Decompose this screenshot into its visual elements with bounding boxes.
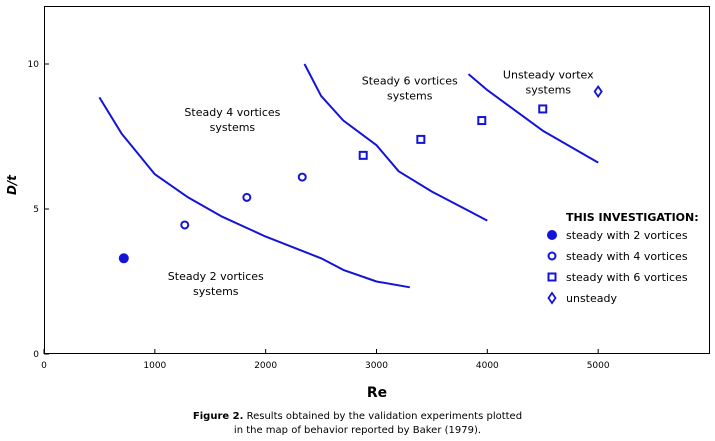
legend-marker: [547, 251, 557, 261]
data-point: [180, 220, 190, 230]
caption-line1: Results obtained by the validation exper…: [243, 411, 523, 422]
x-tick-label: 5000: [587, 361, 610, 371]
region-label-line: Steady 2 vortices: [168, 270, 264, 283]
boundary-6-unsteady-line: [467, 73, 599, 164]
x-tick-label: 4000: [476, 361, 499, 371]
legend-entry: steady with 6 vortices: [566, 271, 688, 284]
region-label-line: Steady 4 vortices: [184, 106, 280, 119]
region-label-line: systems: [210, 121, 256, 134]
legend-marker: [547, 272, 557, 282]
region-label-line: systems: [526, 84, 572, 97]
region-label-line: systems: [387, 89, 433, 102]
region-label: Steady 4 vortices systems: [184, 106, 280, 134]
region-label-line: Unsteady vortex: [503, 69, 594, 82]
y-tick-label: 5: [33, 205, 39, 215]
data-point: [538, 104, 548, 114]
legend-marker: [547, 291, 557, 305]
x-tick-label: 0: [41, 361, 47, 371]
data-point: [593, 84, 603, 99]
region-label: Unsteady vortex systems: [503, 69, 594, 97]
data-point: [242, 192, 252, 202]
legend-entry: steady with 4 vortices: [566, 250, 688, 263]
x-tick-label: 3000: [365, 361, 388, 371]
y-tick-label: 10: [28, 60, 40, 70]
y-tick-label: 0: [33, 350, 39, 360]
x-tick-label: 1000: [143, 361, 166, 371]
y-axis-label: D/t: [5, 174, 19, 195]
data-point: [358, 150, 368, 160]
x-tick-label: 2000: [254, 361, 277, 371]
legend-entry: unsteady: [566, 292, 617, 305]
data-point: [118, 253, 129, 264]
region-label-line: Steady 6 vortices: [362, 74, 458, 87]
data-point: [477, 116, 487, 126]
caption-line2: in the map of behavior reported by Baker…: [233, 425, 482, 436]
figure-caption: Figure 2. Results obtained by the valida…: [0, 410, 715, 438]
legend-marker: [547, 230, 557, 240]
x-axis-label: Re: [367, 385, 387, 401]
data-point: [416, 134, 426, 144]
legend-entry: steady with 2 vortices: [566, 229, 688, 242]
caption-label: Figure 2.: [192, 411, 244, 422]
data-point: [297, 172, 307, 182]
legend-title: THIS INVESTIGATION:: [566, 211, 699, 224]
region-label-line: systems: [193, 285, 239, 298]
boundary-2-4-line: [98, 96, 410, 289]
region-label: Steady 2 vortices systems: [168, 270, 264, 298]
region-label: Steady 6 vortices systems: [362, 74, 458, 102]
boundary-4-6-line: [303, 63, 488, 222]
